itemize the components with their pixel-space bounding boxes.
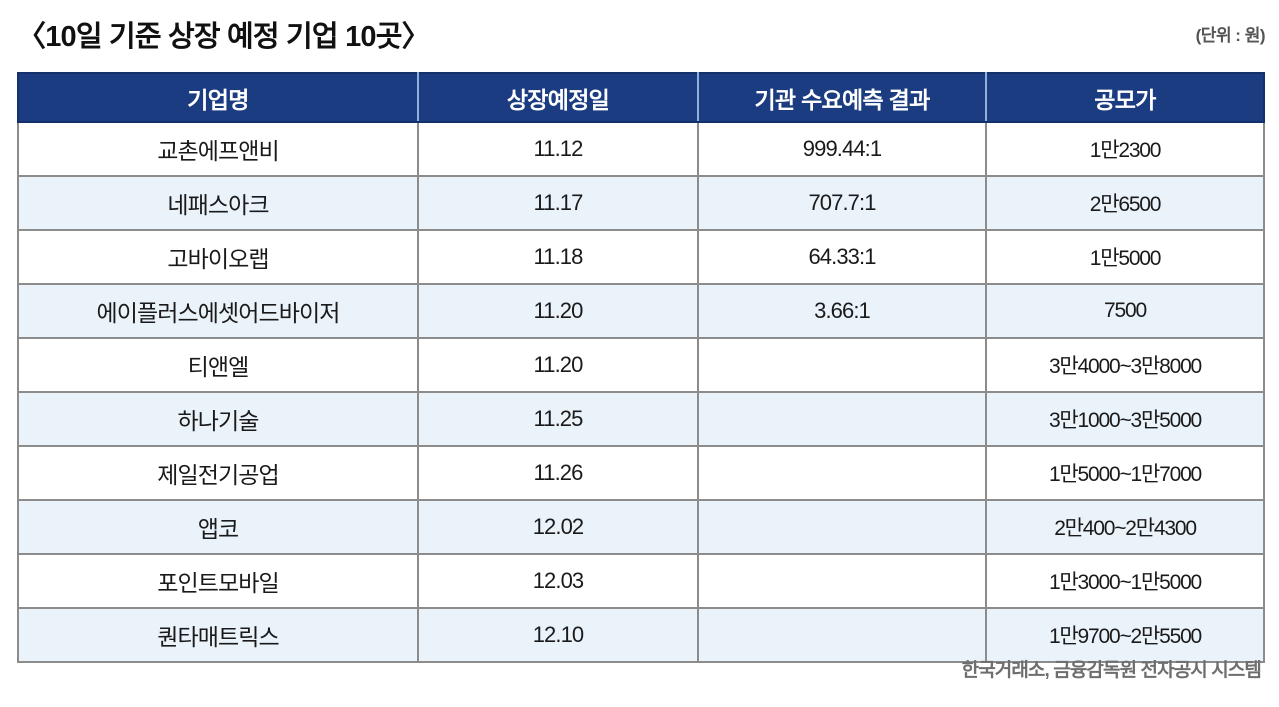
cell-offering-price: 2만400~2만4300 xyxy=(986,500,1265,555)
table-row: 퀀타매트릭스 12.10 1만9700~2만5500 xyxy=(17,608,1265,663)
cell-listing-date: 12.03 xyxy=(418,554,699,609)
column-header-company: 기업명 xyxy=(17,72,419,123)
cell-listing-date: 11.26 xyxy=(418,446,699,501)
table-row: 티앤엘 11.20 3만4000~3만8000 xyxy=(17,338,1265,393)
cell-company: 퀀타매트릭스 xyxy=(17,608,419,663)
listing-schedule-table: 기업명 상장예정일 기관 수요예측 결과 공모가 교촌에프앤비 11.12 99… xyxy=(17,72,1265,663)
cell-offering-price: 1만3000~1만5000 xyxy=(986,554,1265,609)
cell-company: 포인트모바일 xyxy=(17,554,419,609)
cell-demand-forecast xyxy=(698,608,987,663)
table-row: 앱코 12.02 2만400~2만4300 xyxy=(17,500,1265,555)
cell-demand-forecast xyxy=(698,392,987,447)
cell-listing-date: 12.02 xyxy=(418,500,699,555)
table-row: 에이플러스에셋어드바이저 11.20 3.66:1 7500 xyxy=(17,284,1265,339)
column-header-listing-date: 상장예정일 xyxy=(418,72,699,123)
cell-company: 티앤엘 xyxy=(17,338,419,393)
table-row: 하나기술 11.25 3만1000~3만5000 xyxy=(17,392,1265,447)
page-title: 〈10일 기준 상장 예정 기업 10곳〉 xyxy=(17,21,431,53)
cell-company: 고바이오랩 xyxy=(17,230,419,285)
unit-note: (단위 : 원) xyxy=(1195,26,1266,45)
table-header-row: 기업명 상장예정일 기관 수요예측 결과 공모가 xyxy=(17,72,1265,123)
table-body: 교촌에프앤비 11.12 999.44:1 1만2300 네패스아크 11.17… xyxy=(17,122,1265,663)
cell-company: 교촌에프앤비 xyxy=(17,122,419,177)
title-row: 〈10일 기준 상장 예정 기업 10곳〉 (단위 : 원) xyxy=(0,0,1279,66)
cell-listing-date: 11.17 xyxy=(418,176,699,231)
cell-listing-date: 11.18 xyxy=(418,230,699,285)
cell-listing-date: 11.12 xyxy=(418,122,699,177)
cell-demand-forecast xyxy=(698,338,987,393)
cell-demand-forecast xyxy=(698,500,987,555)
cell-demand-forecast: 64.33:1 xyxy=(698,230,987,285)
cell-demand-forecast: 707.7:1 xyxy=(698,176,987,231)
cell-offering-price: 7500 xyxy=(986,284,1265,339)
column-header-offering-price: 공모가 xyxy=(986,72,1265,123)
table-row: 고바이오랩 11.18 64.33:1 1만5000 xyxy=(17,230,1265,285)
cell-company: 하나기술 xyxy=(17,392,419,447)
cell-company: 네패스아크 xyxy=(17,176,419,231)
cell-demand-forecast xyxy=(698,554,987,609)
cell-offering-price: 1만9700~2만5500 xyxy=(986,608,1265,663)
cell-company: 앱코 xyxy=(17,500,419,555)
cell-company: 제일전기공업 xyxy=(17,446,419,501)
cell-demand-forecast: 3.66:1 xyxy=(698,284,987,339)
cell-offering-price: 1만2300 xyxy=(986,122,1265,177)
table-row: 네패스아크 11.17 707.7:1 2만6500 xyxy=(17,176,1265,231)
cell-listing-date: 11.20 xyxy=(418,338,699,393)
table-head: 기업명 상장예정일 기관 수요예측 결과 공모가 xyxy=(17,72,1265,123)
table-row: 제일전기공업 11.26 1만5000~1만7000 xyxy=(17,446,1265,501)
cell-listing-date: 12.10 xyxy=(418,608,699,663)
table-row: 포인트모바일 12.03 1만3000~1만5000 xyxy=(17,554,1265,609)
source-note: 한국거래소, 금융감독원 전자공시 시스템 xyxy=(961,660,1262,681)
cell-listing-date: 11.20 xyxy=(418,284,699,339)
cell-offering-price: 1만5000 xyxy=(986,230,1265,285)
column-header-demand-forecast: 기관 수요예측 결과 xyxy=(698,72,987,123)
table-container: 기업명 상장예정일 기관 수요예측 결과 공모가 교촌에프앤비 11.12 99… xyxy=(17,72,1265,663)
cell-demand-forecast: 999.44:1 xyxy=(698,122,987,177)
cell-offering-price: 3만4000~3만8000 xyxy=(986,338,1265,393)
cell-listing-date: 11.25 xyxy=(418,392,699,447)
table-row: 교촌에프앤비 11.12 999.44:1 1만2300 xyxy=(17,122,1265,177)
cell-offering-price: 1만5000~1만7000 xyxy=(986,446,1265,501)
cell-offering-price: 3만1000~3만5000 xyxy=(986,392,1265,447)
cell-demand-forecast xyxy=(698,446,987,501)
cell-company: 에이플러스에셋어드바이저 xyxy=(17,284,419,339)
cell-offering-price: 2만6500 xyxy=(986,176,1265,231)
